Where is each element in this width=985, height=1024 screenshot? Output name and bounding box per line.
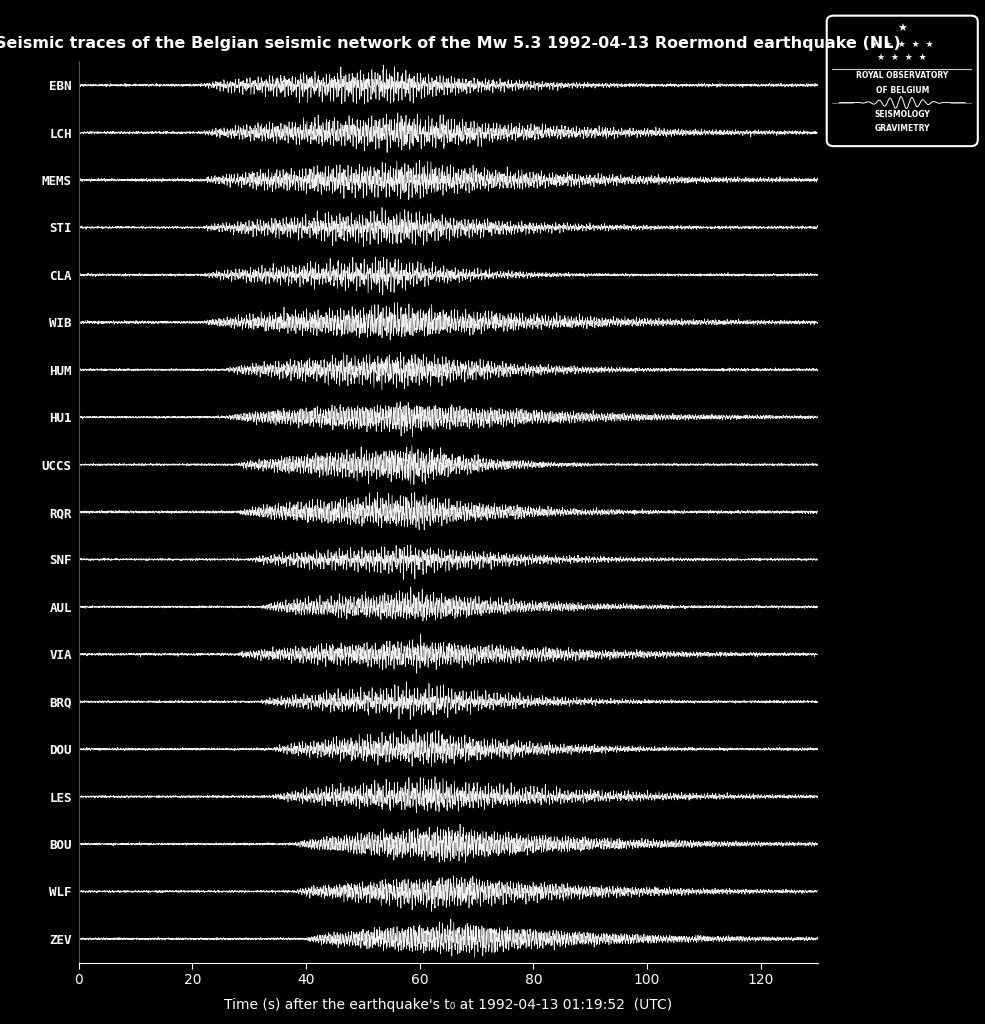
Text: SEISMOLOGY: SEISMOLOGY <box>875 110 930 119</box>
Text: ★: ★ <box>897 25 907 34</box>
Text: ★  ★  ★  ★  ★: ★ ★ ★ ★ ★ <box>871 40 934 49</box>
Text: GRAVIMETRY: GRAVIMETRY <box>875 124 930 133</box>
Text: OF BELGIUM: OF BELGIUM <box>876 86 929 95</box>
X-axis label: Time (s) after the earthquake's t₀ at 1992-04-13 01:19:52  (UTC): Time (s) after the earthquake's t₀ at 19… <box>225 998 672 1012</box>
Text: ROYAL OBSERVATORY: ROYAL OBSERVATORY <box>856 72 949 80</box>
Text: ★  ★  ★  ★: ★ ★ ★ ★ <box>878 53 927 62</box>
Title: Seismic traces of the Belgian seismic network of the Mw 5.3 1992-04-13 Roermond : Seismic traces of the Belgian seismic ne… <box>0 36 901 50</box>
